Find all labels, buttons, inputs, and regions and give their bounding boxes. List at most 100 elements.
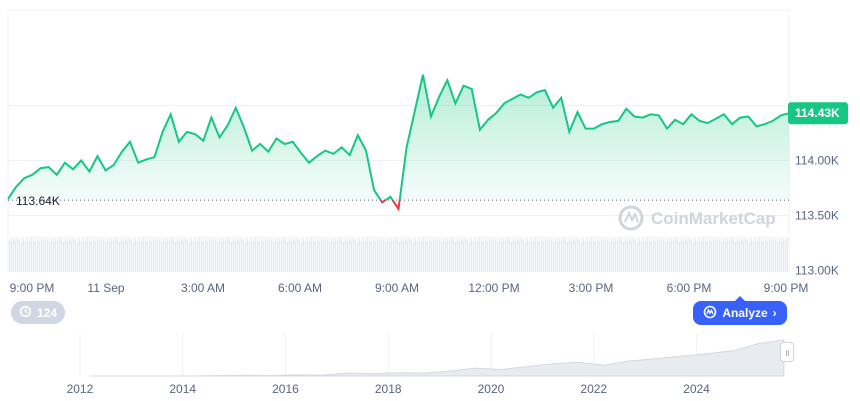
volume-bar	[669, 241, 670, 272]
volume-bar	[87, 238, 88, 272]
volume-bar	[75, 240, 76, 272]
volume-bar	[129, 238, 130, 272]
volume-bar	[389, 241, 390, 272]
volume-bar	[581, 242, 582, 272]
volume-bar	[271, 240, 272, 272]
navigator-year-label: 2022	[580, 382, 607, 396]
volume-bar	[491, 240, 492, 272]
volume-bar	[397, 240, 398, 272]
volume-bar	[333, 241, 334, 272]
volume-bar	[365, 240, 366, 272]
volume-bar	[283, 238, 284, 272]
volume-bar	[345, 239, 346, 272]
volume-bar	[737, 239, 738, 272]
volume-bar	[607, 240, 608, 272]
volume-bar	[37, 239, 38, 272]
volume-bar	[23, 239, 24, 272]
volume-bar	[237, 239, 238, 272]
volume-bar	[173, 240, 174, 272]
volume-bar	[155, 240, 156, 272]
volume-bar	[35, 242, 36, 272]
volume-bar	[661, 238, 662, 272]
volume-bar	[477, 240, 478, 272]
navigator-year-label: 2016	[272, 382, 299, 396]
volume-bar	[753, 241, 754, 272]
volume-bar	[745, 238, 746, 272]
volume-bar	[249, 241, 250, 272]
y-tick-label: 113.50K	[795, 209, 839, 223]
x-axis-labels: 9:00 PM 11 Sep 3:00 AM 6:00 AM 9:00 AM 12:00 …	[10, 281, 809, 295]
volume-bar	[99, 240, 100, 272]
volume-bar	[653, 239, 654, 272]
volume-bar	[217, 242, 218, 272]
volume-bar	[147, 242, 148, 272]
volume-bar	[351, 240, 352, 272]
watermark: CoinMarketCap	[618, 205, 776, 231]
navigator-year-label: 2018	[375, 382, 402, 396]
volume-bar	[505, 240, 506, 272]
volume-bar	[395, 238, 396, 272]
volume-bar	[143, 238, 144, 272]
volume-bar	[181, 239, 182, 272]
volume-bar	[713, 239, 714, 272]
volume-bar	[427, 242, 428, 272]
volume-bar	[199, 238, 200, 272]
volume-bar	[647, 238, 648, 272]
volume-bar	[89, 240, 90, 272]
volume-bar	[725, 241, 726, 272]
volume-bar	[585, 241, 586, 272]
volume-bar	[485, 239, 486, 272]
current-price-badge: 114.43K	[788, 102, 848, 125]
volume-bar	[93, 239, 94, 272]
volume-bar	[723, 239, 724, 272]
volume-bar	[613, 241, 614, 272]
volume-bar	[617, 240, 618, 272]
volume-bar	[693, 242, 694, 272]
analyze-button[interactable]: Analyze ›	[693, 301, 787, 325]
volume-bar	[107, 239, 108, 272]
volume-bar	[535, 238, 536, 272]
volume-bar	[675, 238, 676, 272]
volume-bar	[543, 241, 544, 272]
volume-bar	[311, 238, 312, 272]
volume-bar	[411, 240, 412, 272]
volume-bar	[601, 239, 602, 272]
volume-bar	[701, 240, 702, 272]
volume-bar	[295, 240, 296, 272]
volume-bar	[759, 238, 760, 272]
price-line-below-open	[379, 200, 401, 212]
navigator[interactable]: 2012 2014 2016 2018 2020 2022 2024	[8, 332, 789, 396]
volume-bar	[483, 242, 484, 272]
volume-bar	[671, 239, 672, 272]
drag-handle-icon[interactable]: ॥	[780, 342, 794, 362]
volume-bar	[591, 238, 592, 272]
volume-bar	[119, 242, 120, 272]
volume-bar	[435, 240, 436, 272]
navigator-year-label: 2020	[478, 382, 505, 396]
volume-bar	[219, 239, 220, 272]
history-clock-icon	[19, 305, 32, 321]
volume-bar	[677, 240, 678, 272]
volume-bar	[583, 239, 584, 272]
volume-bar	[519, 240, 520, 272]
volume-bar	[49, 242, 50, 272]
volume-bar	[123, 241, 124, 272]
volume-bar	[509, 240, 510, 272]
volume-bar	[103, 240, 104, 272]
volume-bar	[689, 238, 690, 272]
volume-bar	[629, 239, 630, 272]
volume-bar	[751, 239, 752, 272]
volume-bar	[253, 240, 254, 272]
volume-bar	[515, 241, 516, 272]
navigator-year-label: 2012	[67, 382, 94, 396]
volume-bar	[383, 240, 384, 272]
volume-bar	[303, 239, 304, 272]
volume-bar	[47, 240, 48, 272]
volume-bar	[13, 239, 14, 272]
volume-bar	[551, 240, 552, 272]
history-button[interactable]: 124	[11, 301, 65, 324]
x-tick-label: 9:00 PM	[10, 281, 55, 295]
volume-bar	[355, 240, 356, 272]
volume-bar	[335, 239, 336, 272]
